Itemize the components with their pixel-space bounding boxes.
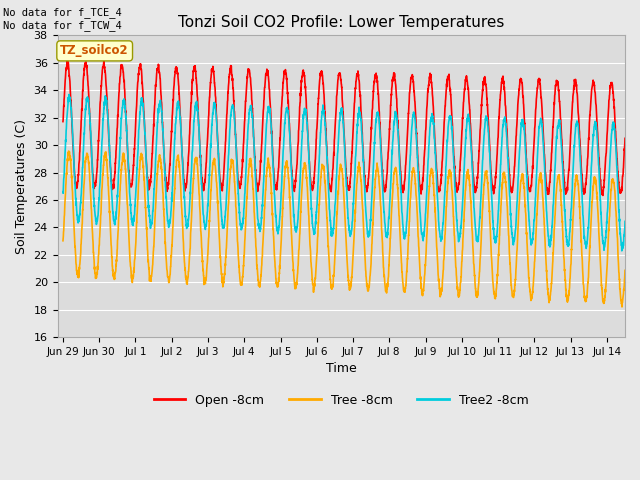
X-axis label: Time: Time <box>326 362 356 375</box>
Title: Tonzi Soil CO2 Profile: Lower Temperatures: Tonzi Soil CO2 Profile: Lower Temperatur… <box>178 15 504 30</box>
Legend: Open -8cm, Tree -8cm, Tree2 -8cm: Open -8cm, Tree -8cm, Tree2 -8cm <box>149 389 534 412</box>
Text: TZ_soilco2: TZ_soilco2 <box>60 44 129 58</box>
Text: No data for f_TCE_4
No data for f_TCW_4: No data for f_TCE_4 No data for f_TCW_4 <box>3 7 122 31</box>
Y-axis label: Soil Temperatures (C): Soil Temperatures (C) <box>15 119 28 254</box>
